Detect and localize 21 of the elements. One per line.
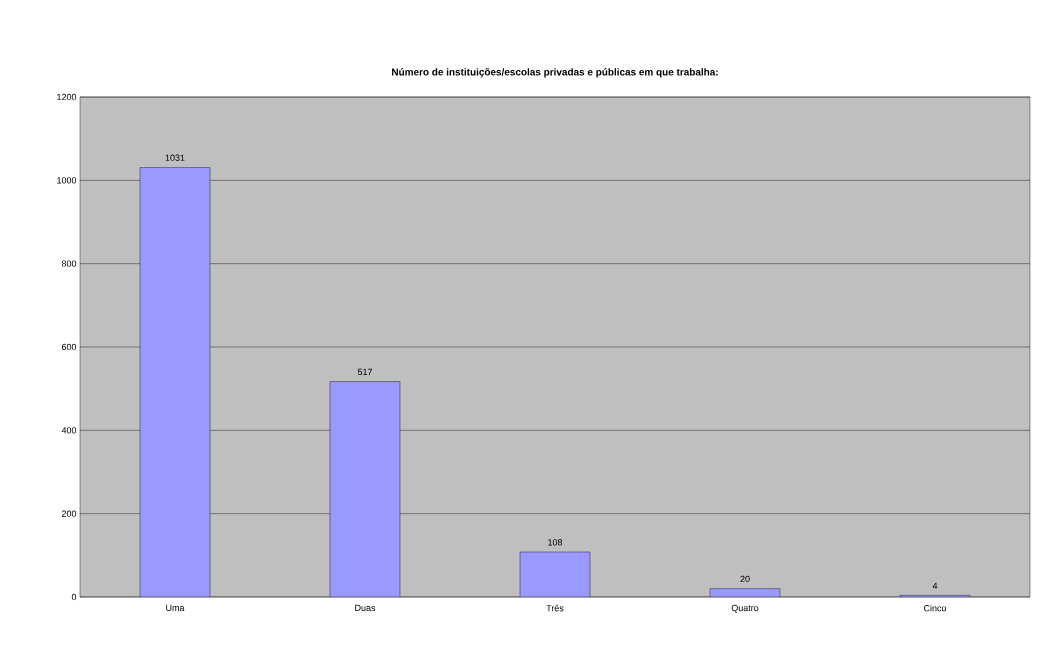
y-tick-label: 1200 bbox=[57, 93, 77, 101]
y-tick-label: 400 bbox=[61, 427, 77, 434]
y-tick-label: 1000 bbox=[57, 177, 77, 184]
x-tick-label: Duas bbox=[355, 604, 376, 612]
bar bbox=[329, 381, 401, 597]
y-tick-label: 800 bbox=[61, 260, 77, 267]
data-label: 517 bbox=[357, 368, 373, 376]
x-tick-label: Três bbox=[546, 604, 564, 612]
bar bbox=[519, 551, 591, 597]
bar bbox=[139, 167, 211, 597]
data-label: 20 bbox=[740, 575, 750, 583]
data-label: 108 bbox=[548, 539, 563, 546]
chart-title: Número de instituições/escolas privadas e públicas em que trabalha: bbox=[392, 68, 718, 78]
x-tick-label: Uma bbox=[166, 604, 185, 612]
y-tick-label: 200 bbox=[61, 510, 77, 517]
x-tick-label: Quatro bbox=[731, 604, 759, 613]
data-label: 4 bbox=[932, 582, 938, 589]
data-label: 1031 bbox=[165, 154, 185, 161]
y-tick-label: 600 bbox=[61, 343, 77, 351]
x-tick-label: Cinco bbox=[924, 604, 947, 612]
y-tick-label: 0 bbox=[71, 593, 77, 601]
